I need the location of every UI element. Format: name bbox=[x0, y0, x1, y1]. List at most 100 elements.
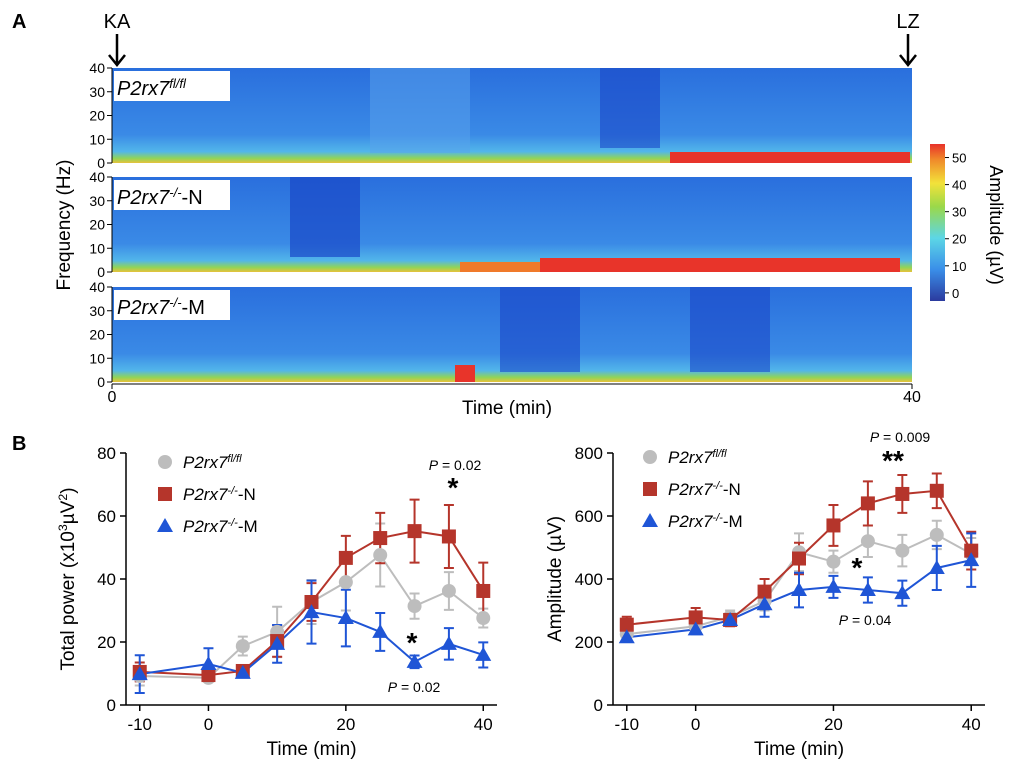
text-part: -M bbox=[723, 512, 743, 531]
x-tick-label: 40 bbox=[903, 389, 921, 406]
y-tick-label: 0 bbox=[97, 264, 105, 280]
x-tick-label: 40 bbox=[962, 715, 981, 734]
colorbar-tick-label: 10 bbox=[952, 259, 966, 274]
marker bbox=[407, 524, 422, 539]
data-line bbox=[139, 530, 485, 677]
data-line bbox=[139, 611, 484, 676]
colorbar bbox=[930, 144, 945, 301]
colorbar-label: Amplitude (µV) bbox=[986, 165, 1006, 284]
row-label: P2rx7-/--M bbox=[117, 295, 205, 320]
spectrogram bbox=[112, 68, 912, 163]
y-tick-label: 600 bbox=[575, 507, 603, 526]
x-tick-label: 0 bbox=[691, 715, 700, 734]
text-part: P2rx7 bbox=[183, 485, 228, 504]
marker bbox=[825, 578, 842, 593]
y-tick-label: 20 bbox=[89, 108, 105, 124]
y-tick-label: 30 bbox=[89, 303, 105, 319]
annotation: P = 0.02 bbox=[388, 679, 441, 695]
text-part: -M bbox=[182, 297, 205, 319]
marker bbox=[476, 583, 491, 598]
marker bbox=[234, 664, 251, 679]
marker bbox=[619, 617, 634, 632]
marker bbox=[200, 656, 217, 671]
x-axis-label: Time (min) bbox=[462, 398, 552, 419]
row-label: P2rx7fl/fl bbox=[117, 76, 187, 101]
y-tick-label: 30 bbox=[89, 84, 105, 100]
spectrogram-texture bbox=[690, 287, 770, 372]
legend-label: P2rx7-/--N bbox=[183, 485, 256, 504]
annotation: P = 0.02 bbox=[429, 457, 482, 473]
y-tick-label: 0 bbox=[107, 696, 116, 715]
event-marker-label: KA bbox=[104, 11, 131, 33]
text-part: = 0.02 bbox=[438, 457, 481, 473]
legend-marker bbox=[158, 487, 172, 501]
x-axis-label: Time (min) bbox=[754, 739, 844, 760]
x-axis-label: Time (min) bbox=[266, 739, 356, 760]
text-part: = 0.02 bbox=[397, 679, 440, 695]
annotation: * bbox=[407, 627, 418, 658]
marker bbox=[826, 554, 841, 569]
text-part: P2rx7 bbox=[117, 187, 170, 209]
label-box bbox=[114, 180, 230, 210]
x-tick-label: 20 bbox=[336, 715, 355, 734]
spectrogram-backgrounds bbox=[112, 68, 912, 382]
marker bbox=[894, 585, 911, 600]
text-part: = 0.009 bbox=[879, 429, 930, 445]
marker bbox=[964, 543, 979, 558]
text-part: fl/fl bbox=[227, 453, 242, 465]
spectrogram-texture bbox=[600, 68, 660, 148]
text-part: P bbox=[839, 612, 849, 628]
marker bbox=[929, 527, 944, 542]
x-tick-label: 0 bbox=[204, 715, 213, 734]
colorbar-tick-label: 40 bbox=[952, 178, 966, 193]
spectrogram-texture bbox=[460, 262, 540, 272]
colorbar-tick-label: 20 bbox=[952, 232, 966, 247]
spectrogram-texture bbox=[455, 365, 475, 382]
y-tick-label: 10 bbox=[89, 240, 105, 256]
y-tick-label: 0 bbox=[594, 696, 603, 715]
marker bbox=[441, 529, 456, 544]
y-tick-label: 40 bbox=[97, 570, 116, 589]
spectrogram-texture bbox=[540, 258, 900, 272]
marker bbox=[756, 596, 773, 611]
legend-label: P2rx7-/--M bbox=[183, 517, 258, 536]
text-part: -/- bbox=[169, 185, 182, 200]
marker bbox=[406, 653, 423, 668]
y-tick-label: 800 bbox=[575, 444, 603, 463]
text-part: P bbox=[870, 429, 880, 445]
y-tick-label: 20 bbox=[89, 217, 105, 233]
marker bbox=[201, 668, 216, 683]
y-tick-label: 40 bbox=[89, 60, 105, 76]
y-tick-label: 400 bbox=[575, 570, 603, 589]
marker bbox=[722, 611, 739, 626]
marker bbox=[372, 623, 389, 638]
marker bbox=[859, 582, 876, 597]
marker bbox=[338, 575, 353, 590]
panel-label: B bbox=[12, 433, 26, 455]
marker bbox=[618, 629, 635, 644]
marker bbox=[757, 584, 772, 599]
spectrogram-texture bbox=[500, 287, 580, 372]
marker bbox=[338, 550, 353, 565]
legend-marker bbox=[158, 455, 172, 469]
y-axis-label: Frequency (Hz) bbox=[54, 160, 75, 291]
spectrogram-texture bbox=[290, 177, 360, 257]
legend-label: P2rx7fl/fl bbox=[183, 453, 242, 472]
text-part: 2 bbox=[56, 494, 70, 501]
spectrogram-texture bbox=[370, 68, 470, 153]
text-part: fl/fl bbox=[169, 76, 187, 91]
text-part: -M bbox=[238, 517, 258, 536]
marker bbox=[304, 594, 319, 609]
text-part: P bbox=[388, 679, 398, 695]
text-part: fl/fl bbox=[712, 448, 727, 460]
y-axis-label: Amplitude (µV) bbox=[545, 516, 566, 642]
text-part: P2rx7 bbox=[183, 517, 228, 536]
x-tick-label: 40 bbox=[474, 715, 493, 734]
colorbar-tick-label: 0 bbox=[952, 286, 959, 301]
data-line bbox=[626, 489, 973, 626]
y-tick-label: 40 bbox=[89, 279, 105, 295]
text-part: P2rx7 bbox=[668, 512, 713, 531]
arrow bbox=[108, 34, 126, 68]
